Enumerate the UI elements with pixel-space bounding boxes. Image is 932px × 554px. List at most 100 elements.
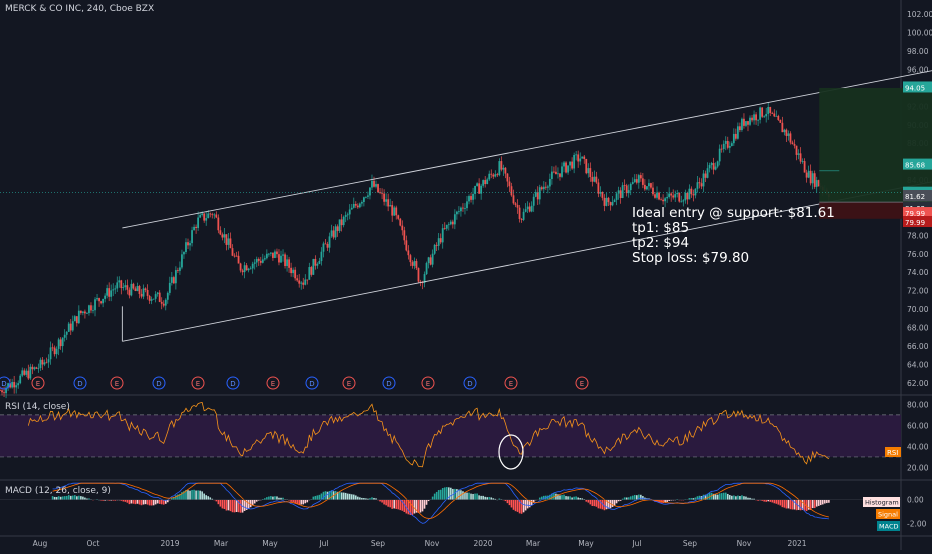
candle-body bbox=[803, 161, 806, 173]
macd-hist-bar bbox=[551, 493, 553, 500]
candle-body bbox=[722, 143, 725, 149]
rsi-tick-label: 40.00 bbox=[907, 442, 929, 451]
macd-hist-bar bbox=[557, 494, 559, 500]
macd-hist-bar bbox=[280, 497, 282, 500]
price-tick-label: 78.00 bbox=[907, 231, 929, 240]
candle-body bbox=[514, 203, 517, 205]
candle-body bbox=[395, 207, 398, 216]
event-letter: D bbox=[467, 380, 472, 388]
macd-hist-bar bbox=[577, 497, 579, 500]
time-tick-label: Jul bbox=[631, 539, 641, 548]
candle-body bbox=[15, 385, 18, 388]
candle-body bbox=[464, 208, 466, 209]
macd-hist-bar bbox=[567, 496, 569, 500]
macd-hist-bar bbox=[490, 497, 493, 500]
macd-hist-bar bbox=[334, 490, 337, 500]
candle-body bbox=[445, 224, 448, 229]
macd-hist-bar bbox=[375, 498, 377, 500]
take-profit-zone bbox=[819, 87, 932, 203]
candle-body bbox=[425, 263, 428, 275]
candle-body bbox=[170, 277, 173, 283]
candle-body bbox=[807, 170, 810, 178]
candle-body bbox=[548, 178, 551, 187]
macd-hist-bar bbox=[565, 496, 567, 500]
macd-hist-bar bbox=[294, 499, 296, 504]
macd-hist-bar bbox=[61, 496, 64, 500]
candle-body bbox=[373, 180, 375, 187]
macd-hist-bar bbox=[270, 496, 272, 500]
candle-body bbox=[581, 156, 584, 159]
macd-hist-bar bbox=[247, 499, 250, 509]
macd-hist-bar bbox=[57, 496, 60, 500]
macd-hist-bar bbox=[817, 499, 820, 506]
candle-body bbox=[540, 187, 543, 190]
macd-histogram bbox=[51, 487, 830, 516]
macd-hist-bar bbox=[367, 498, 369, 500]
macd-hist-bar bbox=[824, 499, 826, 504]
macd-hist-bar bbox=[173, 497, 175, 500]
macd-hist-bar bbox=[559, 495, 561, 500]
candle-body bbox=[320, 251, 323, 262]
macd-hist-bar bbox=[627, 497, 630, 500]
macd-hist-bar bbox=[668, 499, 670, 501]
candle-body bbox=[383, 193, 386, 202]
candle-body bbox=[490, 173, 493, 175]
candle-body bbox=[160, 301, 163, 304]
macd-hist-bar bbox=[239, 499, 242, 513]
candle-body bbox=[694, 188, 697, 196]
macd-hist-bar bbox=[431, 496, 434, 500]
candle-body bbox=[417, 268, 420, 282]
event-circle bbox=[73, 376, 87, 390]
candle-body bbox=[209, 213, 212, 215]
candle-body bbox=[783, 129, 786, 133]
macd-hist-bar bbox=[563, 494, 565, 500]
macd-hist-bar bbox=[619, 499, 622, 501]
candle-body bbox=[1, 390, 3, 393]
candle-body bbox=[613, 199, 616, 203]
candle-body bbox=[146, 290, 149, 296]
macd-hist-bar bbox=[694, 497, 697, 500]
macd-hist-bar bbox=[589, 499, 592, 505]
macd-hist-bar bbox=[276, 496, 278, 500]
candle-body bbox=[9, 383, 12, 388]
candle-body bbox=[757, 119, 759, 121]
macd-hist-bar bbox=[423, 499, 426, 509]
macd-hist-bar bbox=[787, 499, 790, 509]
candle-body bbox=[631, 182, 634, 184]
macd-hist-bar bbox=[445, 487, 448, 500]
candle-body bbox=[759, 107, 762, 120]
candle-body bbox=[67, 323, 70, 332]
candle-body bbox=[666, 196, 669, 199]
price-badge: 81.62 bbox=[903, 190, 932, 202]
candle-body bbox=[797, 153, 800, 155]
candle-body bbox=[658, 192, 660, 200]
candle-body bbox=[75, 316, 78, 324]
macd-hist-bar bbox=[314, 495, 317, 500]
macd-hist-bar bbox=[633, 494, 636, 500]
macd-hist-bar bbox=[741, 495, 743, 500]
macd-hist-bar bbox=[765, 499, 767, 502]
candle-body bbox=[815, 180, 818, 187]
candle-body bbox=[77, 310, 80, 324]
macd-hist-bar bbox=[51, 496, 54, 500]
candle-body bbox=[625, 185, 628, 194]
candle-body bbox=[421, 282, 424, 284]
candle-body bbox=[49, 347, 52, 360]
candle-body bbox=[506, 173, 509, 182]
candle-body bbox=[755, 114, 757, 121]
price-badge-bg bbox=[903, 216, 932, 228]
macd-hist-bar bbox=[821, 499, 824, 505]
macd-hist-bar bbox=[292, 499, 294, 503]
time-tick-label: Mar bbox=[214, 539, 229, 548]
macd-hist-bar bbox=[781, 499, 784, 508]
candle-body bbox=[813, 173, 816, 187]
candle-body bbox=[296, 278, 299, 281]
price-badge-label: 94.05 bbox=[905, 84, 925, 92]
candle-body bbox=[229, 238, 232, 249]
candle-body bbox=[330, 230, 333, 237]
candle-body bbox=[21, 370, 24, 376]
macd-hist-bar bbox=[462, 491, 464, 500]
